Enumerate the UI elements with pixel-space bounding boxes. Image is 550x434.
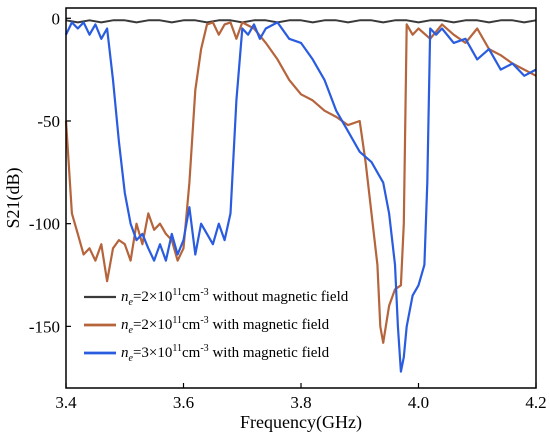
legend-entry-3: ne=3×1011cm-3 with magnetic field [121,343,330,364]
y-tick-label: -50 [37,112,60,131]
legend-entry-1: ne=2×1011cm-3 without magnetic field [121,287,349,308]
series-line-1 [65,19,537,24]
legend: ne=2×1011cm-3 without magnetic field ne=2… [84,287,349,364]
x-axis-label: Frequency(GHz) [240,412,362,433]
y-axis-label: S21(dB) [3,167,24,228]
series-layer [64,19,537,373]
y-tick-label: -150 [29,317,60,336]
series-line-2 [64,21,537,344]
legend-entry-2: ne=2×1011cm-3 with magnetic field [121,315,330,336]
series-line-3 [65,21,537,373]
x-tick-label: 4.0 [408,393,429,412]
x-tick-label: 3.6 [173,393,194,412]
x-tick-label: 4.2 [525,393,546,412]
x-tick-label: 3.4 [55,393,77,412]
y-tick-label: -100 [29,215,60,234]
x-tick-label: 3.8 [290,393,311,412]
ticks-layer: 3.4 3.6 3.8 4.0 4.2 0 -50 -100 -150 [29,9,547,412]
y-tick-label: 0 [52,9,61,28]
